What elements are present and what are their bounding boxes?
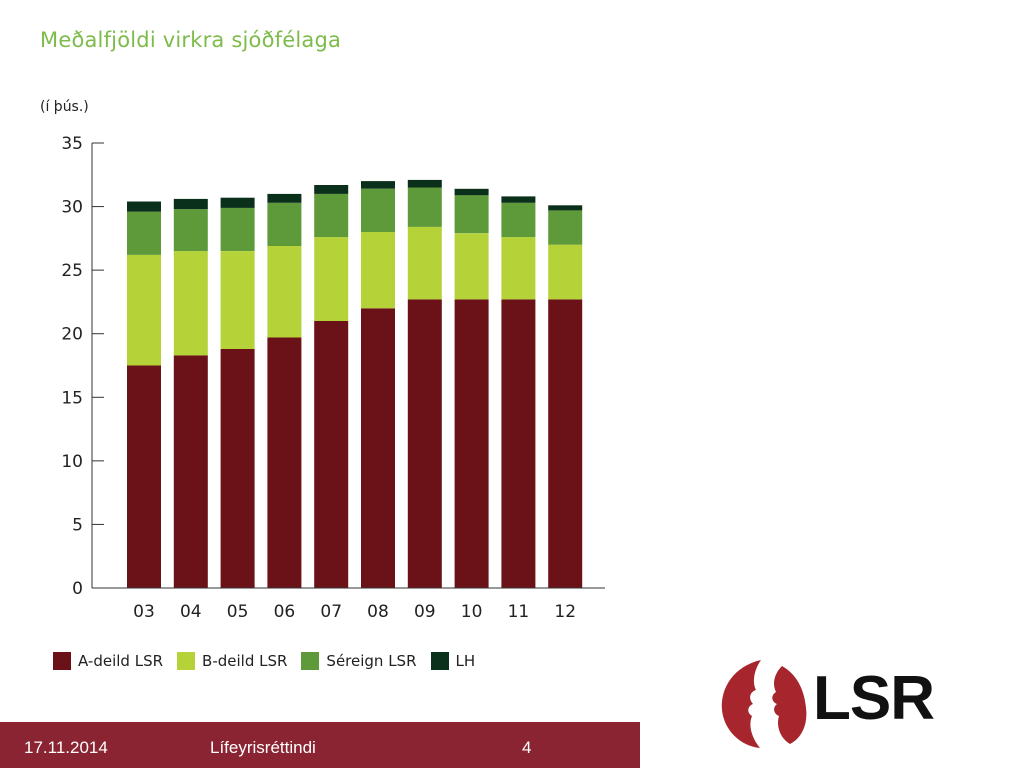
legend-swatch <box>177 652 196 670</box>
bar-segment-lh-05 <box>220 197 255 208</box>
y-tick-label: 0 <box>72 579 83 599</box>
y-tick-label: 35 <box>61 134 83 154</box>
legend-item-sereign: Séreign LSR <box>301 652 417 670</box>
bar-segment-s-reign-lsr-03 <box>127 211 161 255</box>
bar-segment-a-deild-lsr-04 <box>173 355 208 588</box>
bar-segment-s-reign-lsr-09 <box>407 187 442 227</box>
bar-segment-b-deild-lsr-03 <box>127 254 161 366</box>
bar-segment-lh-06 <box>267 193 302 203</box>
bar-segment-b-deild-lsr-09 <box>407 226 442 300</box>
x-tick-label: 09 <box>414 602 436 622</box>
legend-label: A-deild LSR <box>78 652 164 670</box>
x-tick-label: 11 <box>508 602 530 622</box>
bar-segment-b-deild-lsr-11 <box>501 237 536 300</box>
chart-legend: A-deild LSR B-deild LSR Séreign LSR LH <box>53 652 489 670</box>
bar-segment-a-deild-lsr-09 <box>407 299 442 588</box>
y-tick-label: 20 <box>61 325 83 345</box>
bar-segment-lh-08 <box>361 181 395 189</box>
bars-layer <box>127 179 583 588</box>
bar-segment-s-reign-lsr-11 <box>501 202 536 238</box>
x-tick-label: 03 <box>133 602 155 622</box>
legend-swatch <box>430 652 449 670</box>
legend-item-lh: LH <box>430 652 476 670</box>
y-axis-unit-label: (í þús.) <box>40 99 89 115</box>
legend-swatch <box>53 652 71 670</box>
legend-item-b-deild: B-deild LSR <box>177 652 287 670</box>
bar-segment-b-deild-lsr-05 <box>220 251 255 349</box>
x-tick-label: 12 <box>554 602 576 622</box>
bar-segment-a-deild-lsr-07 <box>314 321 349 588</box>
bar-segment-a-deild-lsr-11 <box>501 299 536 588</box>
bar-segment-s-reign-lsr-07 <box>314 193 349 238</box>
bar-segment-b-deild-lsr-06 <box>267 246 302 338</box>
x-tick-label: 08 <box>367 602 389 622</box>
legend-swatch <box>301 652 320 670</box>
bar-segment-s-reign-lsr-05 <box>220 207 255 251</box>
bar-segment-a-deild-lsr-08 <box>361 308 395 588</box>
y-tick-label: 5 <box>72 515 83 535</box>
y-tick-label: 25 <box>61 261 83 281</box>
legend-label: LH <box>455 652 476 670</box>
bar-segment-a-deild-lsr-03 <box>127 365 161 588</box>
footer-page-number: 4 <box>522 738 532 757</box>
bar-segment-lh-07 <box>314 185 349 194</box>
bar-segment-s-reign-lsr-06 <box>267 202 302 246</box>
bar-segment-s-reign-lsr-10 <box>454 195 489 234</box>
logo-face-profile-left <box>721 660 761 748</box>
bar-segment-a-deild-lsr-12 <box>548 299 583 588</box>
legend-label: B-deild LSR <box>202 652 288 670</box>
bar-segment-s-reign-lsr-12 <box>548 210 583 245</box>
bar-segment-a-deild-lsr-06 <box>267 337 302 588</box>
bar-segment-lh-03 <box>127 201 161 212</box>
bar-segment-lh-04 <box>173 198 208 210</box>
bar-segment-lh-12 <box>548 205 583 211</box>
x-tick-label: 05 <box>227 602 249 622</box>
lsr-logo-mark <box>721 660 807 748</box>
y-tick-label: 10 <box>61 452 83 472</box>
lsr-logo-text: LSR <box>813 664 935 733</box>
y-tick-label: 30 <box>61 198 83 218</box>
bar-segment-lh-09 <box>407 179 442 188</box>
x-tick-label: 07 <box>320 602 342 622</box>
legend-label: Séreign LSR <box>326 652 417 670</box>
chart-title: Meðalfjöldi virkra sjóðfélaga <box>40 28 342 52</box>
footer-date: 17.11.2014 <box>24 738 108 757</box>
bar-segment-b-deild-lsr-12 <box>548 244 583 300</box>
x-tick-label: 10 <box>461 602 483 622</box>
bar-segment-s-reign-lsr-04 <box>173 209 208 252</box>
bar-segment-b-deild-lsr-08 <box>361 232 395 309</box>
bar-segment-a-deild-lsr-05 <box>220 349 255 588</box>
bar-segment-b-deild-lsr-04 <box>173 251 208 356</box>
logo-face-profile-right <box>772 666 807 744</box>
bar-segment-a-deild-lsr-10 <box>454 299 489 588</box>
y-tick-label: 15 <box>61 388 83 408</box>
x-tick-label: 06 <box>274 602 296 622</box>
legend-item-a-deild: A-deild LSR <box>53 652 163 670</box>
footer-title: Lífeyrisréttindi <box>210 738 316 757</box>
x-tick-label: 04 <box>180 602 202 622</box>
bar-segment-b-deild-lsr-10 <box>454 233 489 300</box>
bar-segment-lh-11 <box>501 196 536 203</box>
bar-segment-lh-10 <box>454 188 489 196</box>
bar-segment-s-reign-lsr-08 <box>361 188 395 232</box>
bar-segment-b-deild-lsr-07 <box>314 237 349 321</box>
footer-bar <box>0 722 640 768</box>
